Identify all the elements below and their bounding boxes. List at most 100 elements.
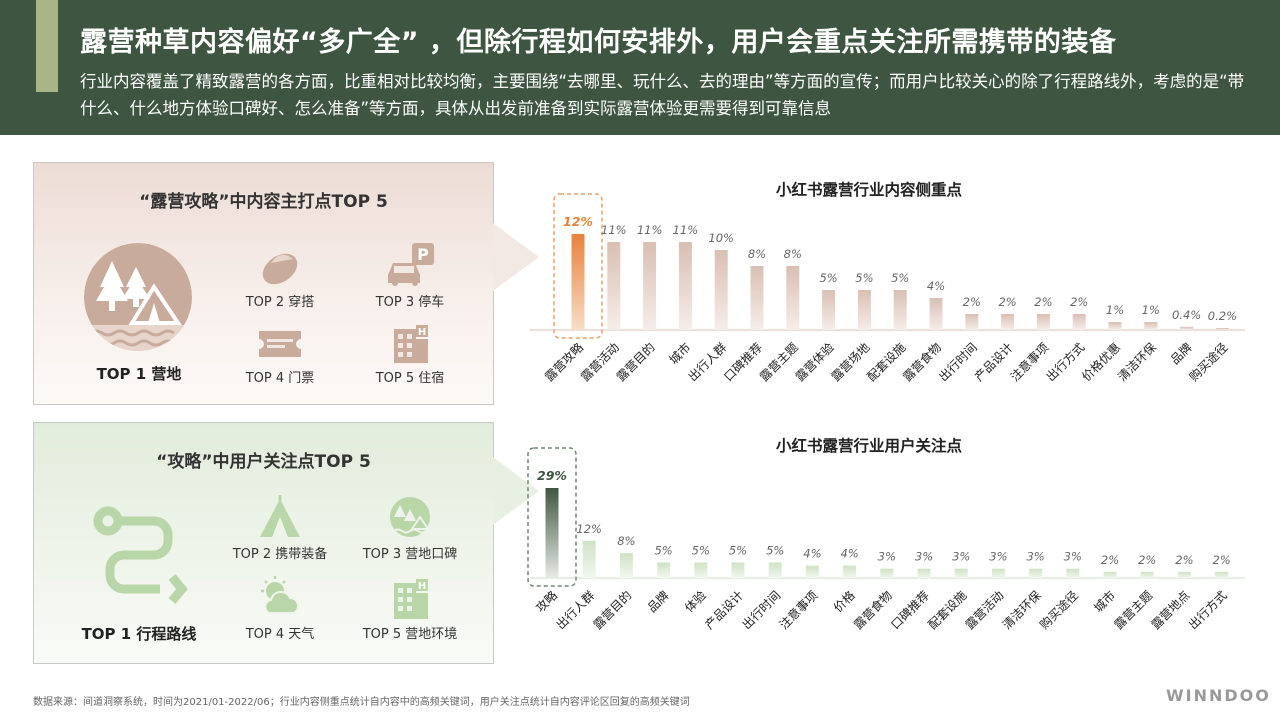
- top3-label: TOP 3 营地口碑: [362, 547, 458, 562]
- user-category-label: 露营主题: [1111, 588, 1155, 632]
- user-data-label: 12%: [576, 522, 602, 536]
- content-data-label: 2%: [1070, 295, 1088, 309]
- user-data-label: 3%: [989, 550, 1007, 564]
- content-category-label: 注意事项: [1007, 340, 1052, 385]
- top3-label: TOP 3 停车: [375, 295, 445, 310]
- content-bar: [678, 242, 692, 330]
- user-bar: [954, 568, 968, 578]
- top4-item: TOP 4 天气: [220, 575, 340, 642]
- top2-item: TOP 2 携带装备: [220, 495, 340, 562]
- svg-text:H: H: [418, 581, 426, 592]
- top3-item: P TOP 3 停车: [350, 241, 470, 310]
- content-category-label: 清洁环保: [1115, 340, 1159, 384]
- user-category-label: 清洁环保: [1000, 588, 1044, 632]
- user-category-label: 城市: [1091, 588, 1119, 616]
- content-data-label: 2%: [963, 295, 981, 309]
- content-category-label: 出行方式: [1043, 340, 1088, 385]
- hat-icon: [262, 253, 298, 285]
- campsite-icon: [84, 243, 192, 351]
- user-data-label: 8%: [617, 534, 635, 548]
- callout-pointer: [493, 457, 539, 525]
- chart-title-content: 小红书露营行业内容侧重点: [776, 181, 963, 199]
- content-bar: [607, 242, 621, 330]
- content-bar: [893, 290, 907, 330]
- content-data-label: 4%: [927, 279, 945, 293]
- content-data-label: 11%: [601, 223, 627, 237]
- content-category-label: 城市: [666, 340, 694, 368]
- user-category-label: 注意事项: [776, 588, 821, 633]
- top4-label: TOP 4 天气: [245, 627, 315, 642]
- user-bar: [619, 553, 633, 578]
- chart-title-user: 小红书露营行业用户关注点: [776, 437, 963, 455]
- top5-item: H TOP 5 住宿: [350, 323, 470, 386]
- callout-pointer: [493, 223, 539, 291]
- user-data-label: 3%: [952, 550, 970, 564]
- svg-text:P: P: [417, 245, 429, 264]
- hotel-icon: H: [394, 325, 428, 363]
- content-bar: [1001, 314, 1015, 330]
- content-bar: [929, 298, 943, 330]
- user-data-label: 3%: [915, 550, 933, 564]
- content-data-label: 5%: [891, 271, 909, 285]
- user-data-label: 2%: [1138, 553, 1156, 567]
- content-bar: [1072, 314, 1086, 330]
- user-category-label: 露营活动: [963, 588, 1007, 632]
- charts-area: 小红书露营行业内容侧重点 小红书露营行业用户关注点 12% 露营攻略 11% 露营活动…: [500, 150, 1280, 670]
- content-data-label: 1%: [1142, 303, 1160, 317]
- content-category-label: 露营攻略: [542, 340, 587, 385]
- bar-charts-svg: 12% 露营攻略 11% 露营活动 11% 露营目的 11% 城市 10% 出行人群 8% 口碑推荐 8…: [527, 193, 1245, 633]
- user-bar: [1066, 568, 1080, 578]
- user-bar: [768, 562, 782, 578]
- top2-item: TOP 2 穿搭: [220, 241, 340, 310]
- header-banner: 露营种草内容偏好“多广全” ，但除行程如何安排外，用户会重点关注所需携带的装备 …: [0, 0, 1280, 135]
- user-bar: [582, 540, 596, 578]
- top5-label: TOP 5 住宿: [375, 371, 445, 386]
- user-data-label: 2%: [1175, 553, 1193, 567]
- user-data-label: 5%: [692, 543, 710, 557]
- user-category-label: 口碑推荐: [888, 588, 933, 633]
- top4-item: TOP 4 门票: [220, 323, 340, 386]
- user-bar: [843, 565, 857, 578]
- user-bar: [991, 568, 1005, 578]
- content-data-label: 8%: [748, 247, 766, 261]
- user-category-label: 出行方式: [1185, 588, 1230, 633]
- content-category-label: 出行时间: [936, 340, 980, 384]
- top3-item: TOP 3 营地口碑: [350, 495, 470, 562]
- content-bar: [1215, 328, 1229, 330]
- route-icon: [93, 506, 188, 604]
- user-data-label: 2%: [1101, 553, 1119, 567]
- user-bar: [1103, 571, 1117, 578]
- panel-title: “露营攻略”中内容主打点TOP 5: [139, 192, 388, 212]
- footer-note: 数据来源：间道洞察系统，时间为2021/01-2022/06；行业内容侧重点统计…: [33, 697, 690, 708]
- user-data-label: 5%: [766, 543, 784, 557]
- content-data-label: 2%: [1034, 295, 1052, 309]
- user-category-label: 配套设施: [925, 588, 969, 632]
- content-bar: [1144, 322, 1158, 330]
- ticket-icon: [259, 331, 301, 357]
- content-data-label: 0.2%: [1208, 309, 1237, 323]
- user-top5-panel: “攻略”中用户关注点TOP 5 TOP 1 行程路线 TOP 2 携带装备 TO…: [33, 422, 539, 664]
- content-bar: [857, 290, 871, 330]
- weather-icon: [261, 576, 300, 614]
- header-accent-tab: [36, 0, 58, 92]
- content-bar: [643, 242, 657, 330]
- user-data-label: 5%: [729, 543, 747, 557]
- user-data-label: 5%: [654, 543, 672, 557]
- user-data-label: 2%: [1212, 553, 1230, 567]
- user-category-label: 品牌: [645, 588, 672, 615]
- user-data-label: 4%: [840, 547, 858, 561]
- top2-label: TOP 2 携带装备: [232, 547, 328, 562]
- content-bar: [714, 250, 728, 330]
- content-category-label: 口碑推荐: [721, 340, 766, 385]
- content-bar: [786, 266, 800, 330]
- content-category-label: 产品设计: [972, 340, 1016, 384]
- content-data-label: 11%: [673, 223, 699, 237]
- content-data-label: 10%: [708, 231, 734, 245]
- user-bar: [805, 565, 819, 578]
- content-highlight-box: [553, 193, 603, 339]
- content-bar: [1036, 314, 1050, 330]
- content-data-label: 8%: [784, 247, 802, 261]
- content-category-label: 露营场地: [829, 340, 873, 384]
- top1-label: TOP 1 行程路线: [81, 625, 197, 643]
- user-bar: [917, 568, 931, 578]
